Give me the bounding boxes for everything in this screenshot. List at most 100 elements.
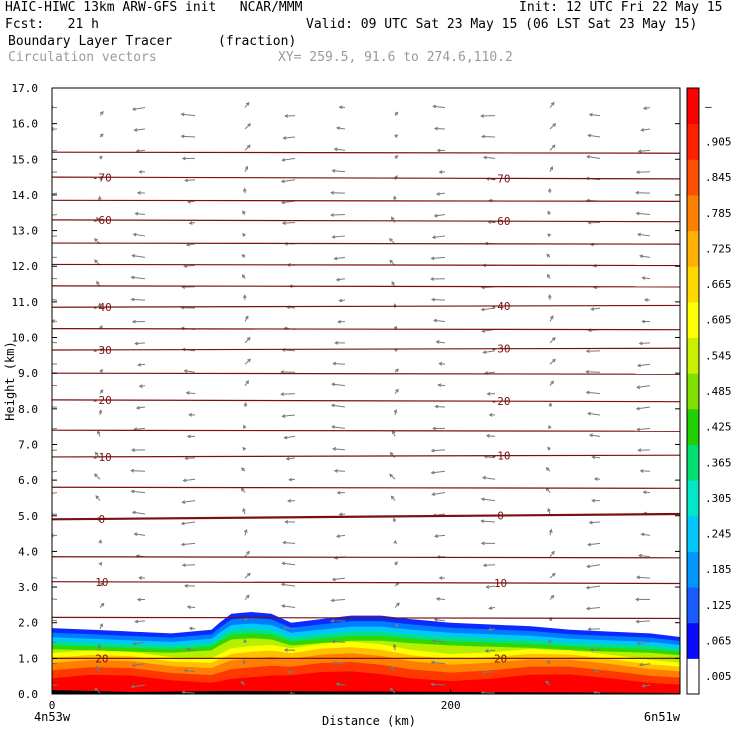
wind-vector (283, 136, 296, 139)
wind-vector-head (240, 487, 245, 492)
wind-vector (549, 144, 556, 151)
wind-vector (588, 412, 601, 416)
colorbar-swatch (687, 88, 699, 125)
colorbar-swatch (687, 373, 699, 410)
wind-vector-head (180, 112, 185, 117)
wind-vector-head (95, 495, 100, 499)
wind-vector-head (589, 648, 594, 652)
wind-vector-head (641, 319, 646, 324)
wind-vector-head (635, 575, 640, 580)
wind-vector-head (184, 456, 189, 461)
wind-vector-head (434, 404, 439, 409)
wind-vector-head (392, 517, 397, 522)
wind-vector (436, 192, 446, 195)
wind-vector-head (331, 639, 336, 644)
wind-vector (133, 233, 146, 237)
wind-vector (188, 200, 196, 203)
y-axis-label: Height (km) (3, 341, 17, 420)
wind-vector-head (44, 450, 47, 453)
wind-vector (549, 337, 556, 344)
wind-vector-head (430, 448, 435, 453)
wind-vector (331, 599, 346, 601)
x-right-endpoint-label: 6n51w (644, 710, 681, 724)
isotherm-label: -10 (92, 451, 112, 464)
wind-vector-head (641, 684, 646, 688)
wind-vector-head (431, 492, 436, 496)
wind-vector-head (98, 302, 102, 307)
isotherm-label: -60 (491, 215, 511, 228)
wind-vector-head (636, 363, 641, 368)
wind-vector-head (434, 534, 439, 538)
wind-vector (244, 551, 250, 558)
wind-vector (589, 434, 601, 437)
wind-vector (333, 363, 346, 365)
wind-vector (132, 107, 146, 110)
wind-vector (588, 134, 601, 138)
wind-vector-head (281, 221, 286, 225)
isotherm-line (52, 399, 680, 403)
wind-vector (639, 255, 651, 258)
field-units: (fraction) (218, 34, 297, 49)
y-tick-label: 10.0 (12, 332, 39, 345)
wind-vector-head (551, 144, 556, 149)
wind-vector (636, 212, 651, 216)
wind-vector (138, 363, 146, 366)
wind-vector (52, 641, 58, 643)
wind-vector-head (183, 668, 188, 673)
wind-vector-head (45, 597, 48, 600)
wind-vector-head (134, 211, 139, 216)
isotherm-line (52, 151, 680, 154)
y-tick-label: 13.0 (12, 225, 39, 238)
y-tick-label: 11.0 (12, 296, 39, 309)
wind-vector (334, 148, 346, 151)
wind-vector-head (585, 369, 590, 374)
isotherm-line (52, 242, 680, 245)
wind-vector-head (395, 368, 399, 373)
wind-vector-head (331, 577, 336, 582)
wind-vector (432, 235, 446, 238)
wind-vector (52, 449, 58, 451)
header-init-time: Init: 12 UTC Fri 22 May 15 (519, 0, 723, 15)
wind-vector-head (99, 623, 103, 627)
wind-vector-head (133, 128, 138, 132)
wind-vector-head (547, 507, 551, 512)
wind-vector-head (586, 564, 591, 569)
wind-vector-head (338, 512, 343, 517)
wind-vector-head (639, 469, 644, 473)
wind-vector (332, 426, 346, 429)
wind-vector-head (94, 451, 99, 456)
wind-vector-head (588, 520, 593, 525)
wind-vector-head (52, 319, 55, 323)
wind-vector (436, 341, 446, 344)
wind-vector-head (46, 576, 49, 579)
wind-vector-head (482, 350, 487, 354)
wind-vector-head (181, 690, 186, 694)
wind-vector-head (547, 187, 552, 192)
x-tick-label: 0 (49, 699, 56, 712)
wind-vector-head (333, 256, 338, 261)
isotherm-line (52, 454, 680, 458)
isotherm-label: 20 (95, 652, 108, 665)
wind-vector-head (433, 617, 438, 622)
wind-vector-head (635, 597, 639, 602)
wind-vector (482, 477, 496, 480)
wind-vector-head (334, 340, 339, 345)
wind-vector-head (333, 660, 338, 665)
wind-vector-head (393, 408, 398, 413)
wind-vector-head (186, 434, 191, 439)
wind-vector (183, 478, 196, 482)
wind-vector-head (433, 318, 438, 323)
wind-vector-head (181, 156, 186, 161)
wind-vector (592, 456, 601, 459)
wind-vector (282, 605, 296, 609)
wind-vector-head (637, 149, 642, 154)
wind-vector-head (637, 448, 642, 453)
wind-vector-head (552, 358, 556, 363)
colorbar-label: .125 (705, 599, 732, 612)
wind-vector-head (636, 385, 641, 390)
colorbar-swatch (687, 230, 699, 267)
wind-vector-head (336, 490, 341, 495)
y-tick-label: 6.0 (18, 474, 38, 487)
wind-vector-head (394, 622, 399, 627)
wind-vector (184, 370, 196, 373)
